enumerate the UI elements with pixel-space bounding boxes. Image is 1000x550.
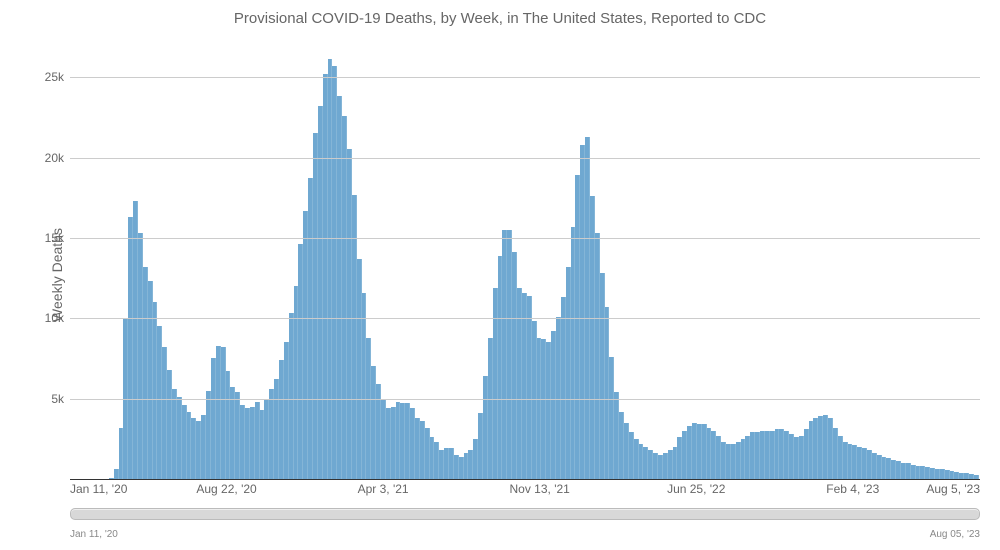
covid-deaths-chart: Provisional COVID-19 Deaths, by Week, in… bbox=[0, 0, 1000, 550]
slider-start-label: Jan 11, '20 bbox=[70, 529, 118, 540]
y-tick-label: 20k bbox=[45, 151, 70, 165]
gridline bbox=[70, 399, 980, 400]
chart-title: Provisional COVID-19 Deaths, by Week, in… bbox=[0, 10, 1000, 27]
bar bbox=[974, 475, 979, 479]
y-tick-label: 25k bbox=[45, 70, 70, 84]
x-tick-label: Feb 4, '23 bbox=[826, 482, 879, 496]
x-axis: Jan 11, '20 Aug 22, '20 Apr 3, '21 Nov 13, … bbox=[70, 480, 980, 500]
time-range-slider[interactable] bbox=[70, 508, 980, 520]
x-tick-label: Jan 11, '20 bbox=[70, 482, 127, 496]
plot-area: 5k10k15k20k25k bbox=[70, 45, 980, 480]
bars-container bbox=[70, 45, 980, 479]
gridline bbox=[70, 158, 980, 159]
y-tick-label: 10k bbox=[45, 311, 70, 325]
gridline bbox=[70, 77, 980, 78]
x-tick-label: Nov 13, '21 bbox=[510, 482, 570, 496]
gridline bbox=[70, 238, 980, 239]
gridline bbox=[70, 318, 980, 319]
x-tick-label: Aug 5, '23 bbox=[926, 482, 980, 496]
y-tick-label: 15k bbox=[45, 231, 70, 245]
slider-end-label: Aug 05, '23 bbox=[930, 529, 980, 540]
x-tick-label: Aug 22, '20 bbox=[196, 482, 256, 496]
x-tick-label: Apr 3, '21 bbox=[358, 482, 409, 496]
x-tick-label: Jun 25, '22 bbox=[667, 482, 725, 496]
y-tick-label: 5k bbox=[51, 392, 70, 406]
